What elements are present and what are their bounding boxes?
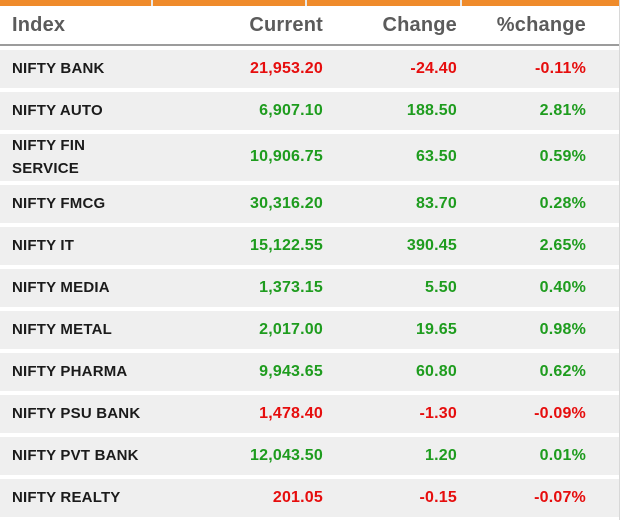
top-accent-bar [0,0,619,6]
current-value: 12,043.50 [250,446,323,464]
header-current: Current [249,13,323,36]
table-row[interactable]: NIFTY FIN SERVICE 10,906.75 63.50 0.59% [0,134,619,181]
index-name: NIFTY PSU BANK [12,404,141,422]
pct-change-value: 0.28% [539,194,586,212]
current-value: 1,478.40 [259,404,323,422]
accent-bar-segment [307,0,460,6]
current-value: 15,122.55 [250,236,323,254]
table-row[interactable]: NIFTY FMCG 30,316.20 83.70 0.28% [0,184,619,223]
change-value: 63.50 [415,148,457,166]
table-row[interactable]: NIFTY PSU BANK 1,478.40 -1.30 -0.09% [0,394,619,433]
pct-change-value: 0.62% [539,362,586,380]
index-name: NIFTY FIN SERVICE [12,137,86,178]
change-value: 83.70 [415,194,457,212]
pct-change-value: 0.01% [539,446,586,464]
index-name: NIFTY FMCG [12,194,106,212]
pct-change-value: 0.59% [539,148,586,166]
current-value: 21,953.20 [250,60,323,77]
index-name: NIFTY AUTO [12,102,103,120]
pct-change-value: -0.11% [534,60,586,77]
table-row[interactable]: NIFTY PHARMA 9,943.65 60.80 0.62% [0,352,619,391]
pct-change-value: -0.07% [534,488,586,506]
index-name: NIFTY IT [12,236,75,254]
table-row[interactable]: NIFTY BANK 21,953.20 -24.40 -0.11% [0,50,619,88]
current-value: 9,943.65 [259,362,323,380]
pct-change-value: 2.65% [539,236,586,254]
change-value: -1.30 [419,404,457,422]
current-value: 6,907.10 [259,102,323,119]
table-body: NIFTY BANK 21,953.20 -24.40 -0.11% NIFTY… [0,50,619,517]
change-value: 390.45 [406,236,457,254]
pct-change-value: 2.81% [539,102,586,119]
current-value: 2,017.00 [259,320,323,338]
index-name: NIFTY BANK [12,60,105,78]
table-row[interactable]: NIFTY IT 15,122.55 390.45 2.65% [0,226,619,265]
pct-change-value: 0.40% [539,278,586,296]
table-row[interactable]: NIFTY METAL 2,017.00 19.65 0.98% [0,310,619,349]
index-name: NIFTY MEDIA [12,278,110,296]
accent-bar-segment [153,0,305,6]
header-pct-change: %change [496,13,586,36]
change-value: 1.20 [425,446,457,464]
header-change: Change [382,13,457,36]
index-name: NIFTY METAL [12,320,112,338]
table-row[interactable]: NIFTY PVT BANK 12,043.50 1.20 0.01% [0,436,619,475]
change-value: 188.50 [406,102,457,119]
index-name: NIFTY PVT BANK [12,446,139,464]
current-value: 1,373.15 [259,278,323,296]
change-value: 60.80 [415,362,457,380]
change-value: -24.40 [410,60,457,77]
pct-change-value: -0.09% [534,404,586,422]
current-value: 30,316.20 [250,194,323,212]
index-name: NIFTY REALTY [12,488,121,506]
accent-bar-segment [462,0,619,6]
current-value: 10,906.75 [250,148,323,166]
header-index: Index [12,13,66,36]
pct-change-value: 0.98% [539,320,586,338]
table-row[interactable]: NIFTY REALTY 201.05 -0.15 -0.07% [0,478,619,517]
table-row[interactable]: NIFTY MEDIA 1,373.15 5.50 0.40% [0,268,619,307]
table-row[interactable]: NIFTY AUTO 6,907.10 188.50 2.81% [0,92,619,130]
change-value: 5.50 [425,278,457,296]
change-value: -0.15 [419,488,457,506]
change-value: 19.65 [415,320,457,338]
accent-bar-segment [0,0,151,6]
index-name: NIFTY PHARMA [12,362,128,380]
table-header: Index Current Change %change [0,6,619,46]
current-value: 201.05 [272,488,323,506]
